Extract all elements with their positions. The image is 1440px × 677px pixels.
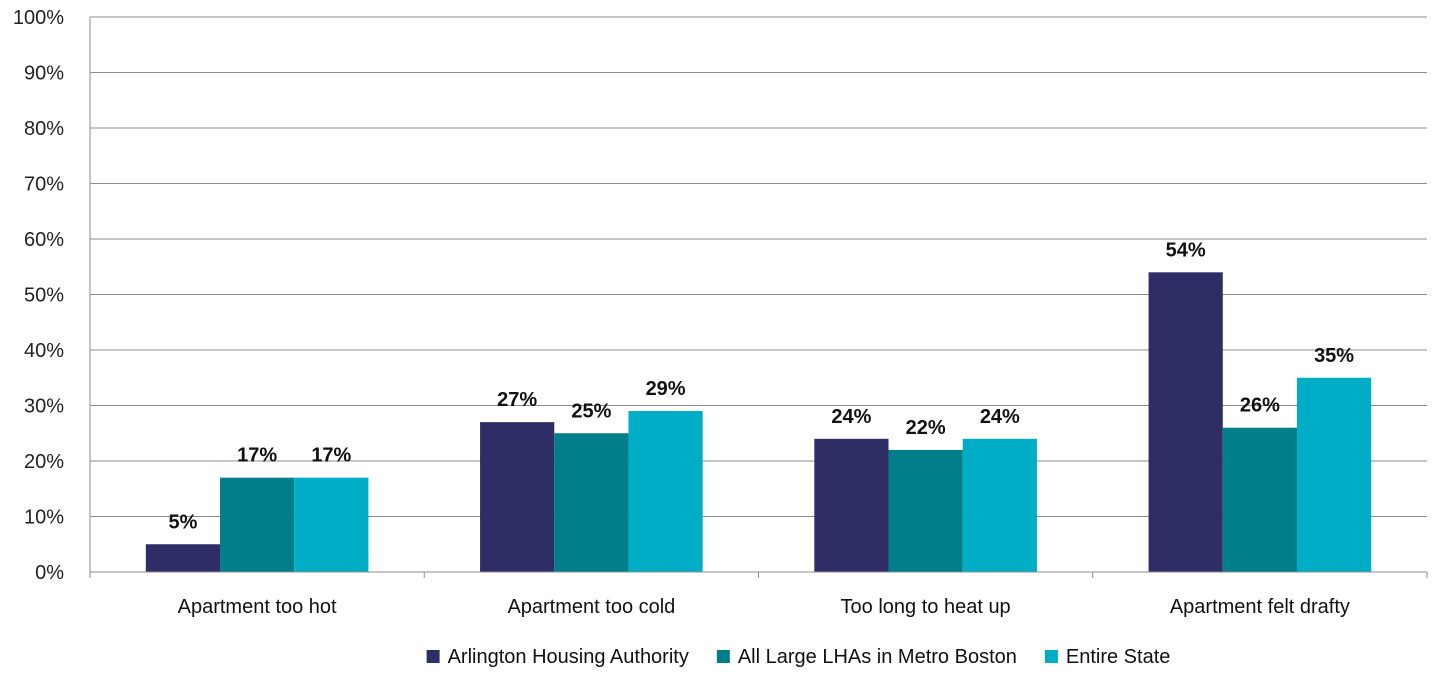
- bar-arlington-housing-authority: [1148, 272, 1223, 572]
- category-label: Apartment too cold: [507, 596, 675, 618]
- y-tick-label: 100%: [13, 7, 64, 29]
- bars: [145, 272, 1372, 572]
- data-label: 24%: [831, 406, 871, 428]
- legend-swatch: [426, 650, 440, 663]
- category-label: Too long to heat up: [841, 596, 1011, 618]
- bar-arlington-housing-authority: [480, 422, 555, 572]
- y-tick-label: 80%: [24, 118, 64, 140]
- bar-arlington-housing-authority: [814, 438, 889, 572]
- category-label: Apartment too hot: [178, 596, 337, 618]
- y-tick-label: 90%: [24, 63, 64, 85]
- y-tick-label: 30%: [24, 396, 64, 418]
- y-tick-label: 40%: [24, 340, 64, 362]
- data-label: 26%: [1240, 395, 1280, 417]
- bar-arlington-housing-authority: [145, 544, 221, 572]
- y-tick-label: 20%: [24, 451, 64, 473]
- bar-all-large-lhas-in-metro-boston: [1222, 427, 1297, 572]
- data-label: 22%: [906, 417, 946, 439]
- legend-label: Arlington Housing Authority: [448, 646, 689, 668]
- category-label: Apartment felt drafty: [1170, 596, 1350, 618]
- y-axis-ticks: 0% 10% 20% 30% 40% 50% 60% 70% 80% 90% 100%: [13, 7, 64, 584]
- bar-all-large-lhas-in-metro-boston: [888, 449, 963, 572]
- data-label: 27%: [497, 389, 537, 411]
- y-tick-label: 60%: [24, 229, 64, 251]
- category-labels: Apartment too hot Apartment too cold Too l…: [178, 596, 1350, 618]
- legend-label: Entire State: [1066, 646, 1171, 668]
- bar-entire-state: [1296, 377, 1372, 572]
- data-label: 35%: [1314, 345, 1354, 367]
- data-labels: 5% 17% 17% 27% 25% 29% 24% 22% 24% 54% 26% 35%: [168, 239, 1354, 533]
- bar-all-large-lhas-in-metro-boston: [554, 433, 629, 572]
- gridlines: [90, 16, 1427, 517]
- data-label: 54%: [1166, 239, 1206, 261]
- data-label: 25%: [571, 400, 611, 422]
- data-label: 17%: [311, 445, 351, 467]
- legend: Arlington Housing Authority All Large LHA…: [426, 646, 1171, 668]
- data-label: 29%: [646, 378, 686, 400]
- y-tick-label: 10%: [24, 507, 64, 529]
- y-tick-label: 50%: [24, 285, 64, 307]
- legend-swatch: [716, 650, 730, 663]
- bar-all-large-lhas-in-metro-boston: [220, 477, 295, 572]
- bar-entire-state: [962, 438, 1037, 572]
- y-tick-label: 0%: [35, 562, 64, 584]
- legend-swatch: [1044, 650, 1058, 663]
- y-tick-label: 70%: [24, 174, 64, 196]
- data-label: 24%: [980, 406, 1020, 428]
- data-label: 17%: [237, 445, 277, 467]
- legend-label: All Large LHAs in Metro Boston: [738, 646, 1017, 668]
- bar-entire-state: [294, 477, 369, 572]
- data-label: 5%: [168, 511, 197, 533]
- axes: [89, 17, 1428, 578]
- bar-entire-state: [628, 411, 703, 572]
